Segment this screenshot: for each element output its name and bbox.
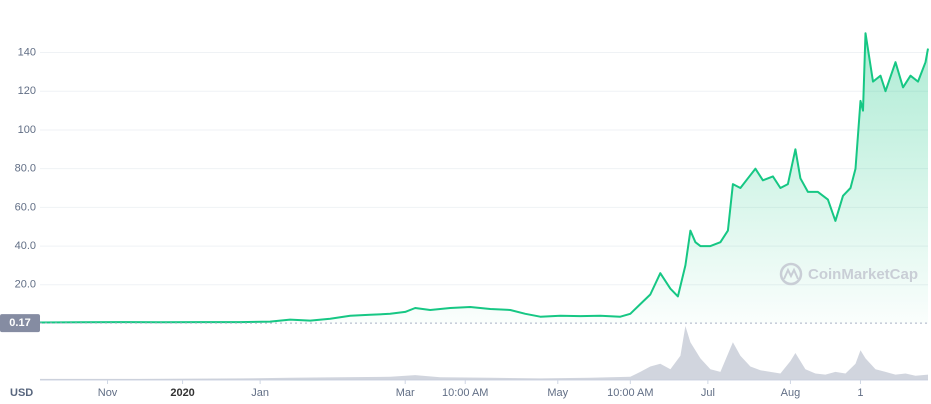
- x-tick-label: 1: [857, 387, 863, 399]
- volume-area: [40, 326, 928, 380]
- watermark-text: CoinMarketCap: [808, 266, 918, 283]
- y-tick-label: 140: [18, 46, 36, 58]
- price-area: [40, 33, 928, 324]
- price-tag-label: 0.17: [9, 317, 30, 329]
- x-tick-label: 2020: [170, 387, 194, 399]
- x-tick-label: Aug: [781, 387, 801, 399]
- x-tick-label: May: [547, 387, 568, 399]
- y-tick-label: 100: [18, 124, 36, 136]
- y-tick-label: 80.0: [15, 163, 36, 175]
- x-tick-label: Jul: [701, 387, 715, 399]
- y-tick-label: 60.0: [15, 201, 36, 213]
- price-line: [39, 32, 929, 324]
- x-tick-label: 10:00 AM: [442, 387, 488, 399]
- y-tick-label: 20.0: [15, 279, 36, 291]
- x-tick-label: Nov: [98, 387, 118, 399]
- x-tick-label: 10:00 AM: [607, 387, 653, 399]
- y-tick-label: 120: [18, 85, 36, 97]
- watermark-logo-mark: [783, 267, 799, 280]
- x-tick-label: Jan: [251, 387, 269, 399]
- y-tick-label: 40.0: [15, 240, 36, 252]
- price-tag-box: [0, 314, 40, 333]
- currency-label: USD: [10, 387, 33, 399]
- watermark: CoinMarketCap: [779, 262, 918, 286]
- watermark-logo: [779, 262, 803, 286]
- x-tick-label: Mar: [396, 387, 415, 399]
